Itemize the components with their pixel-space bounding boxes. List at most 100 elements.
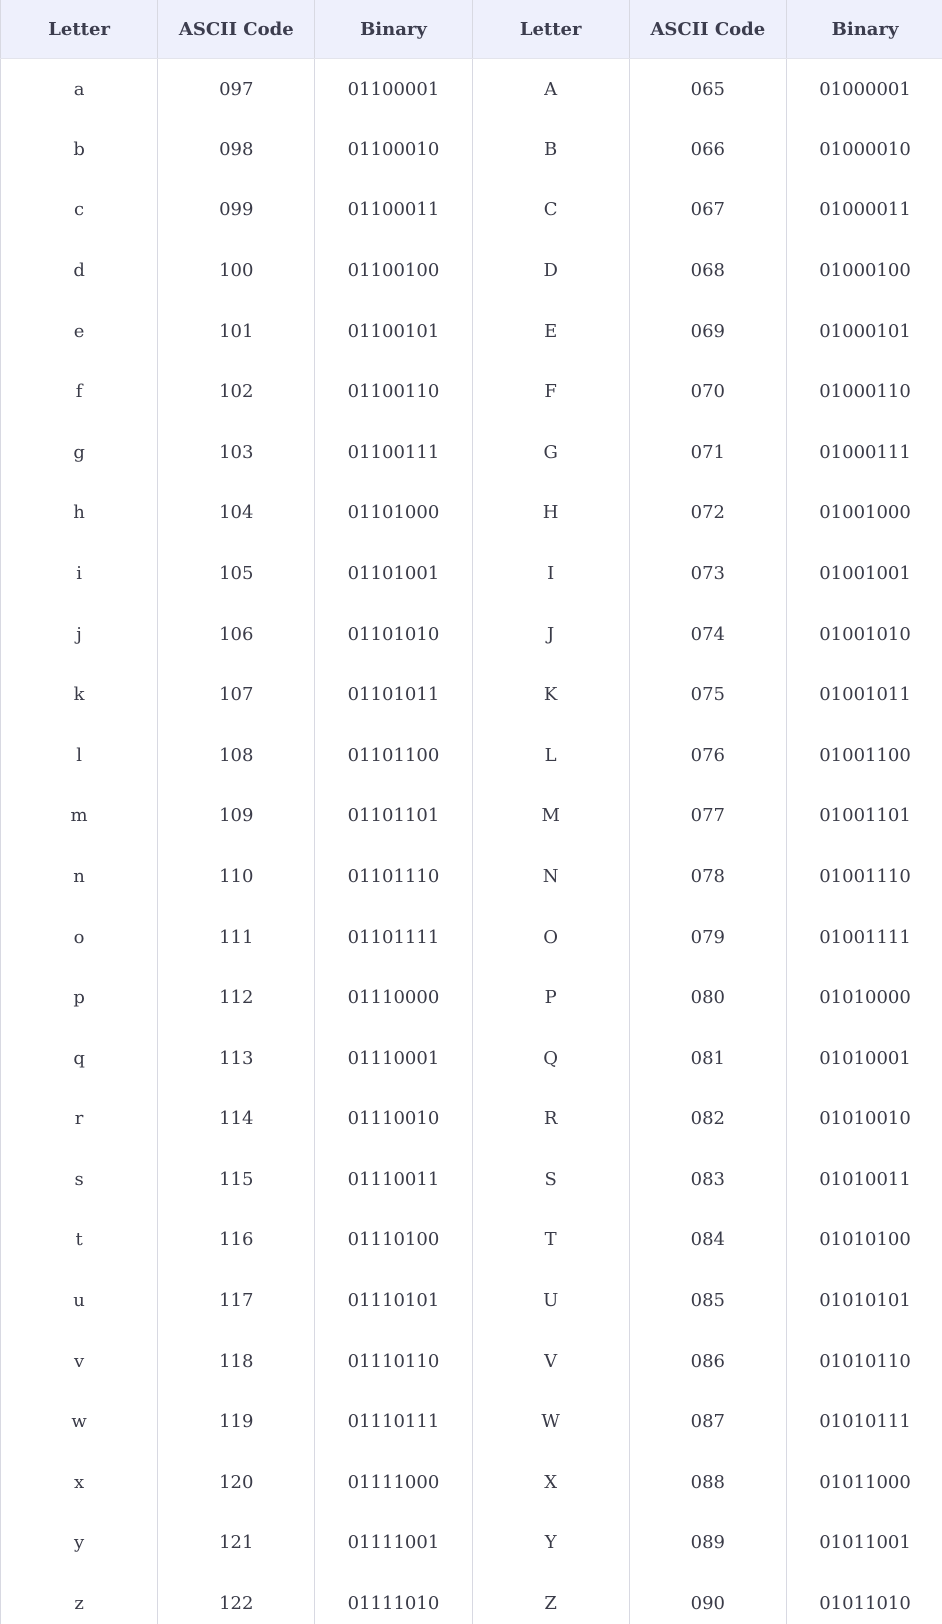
cell-letter-uppercase: S	[471, 1149, 630, 1210]
cell-letter-lowercase: f	[0, 361, 159, 422]
cell-binary-uppercase: 01010110	[785, 1330, 942, 1392]
cell-ascii-code-lowercase: 098	[157, 119, 316, 180]
cell-binary-uppercase: 01001000	[785, 482, 942, 544]
cell-letter-lowercase: s	[0, 1149, 159, 1210]
cell-letter-lowercase: j	[0, 603, 159, 665]
cell-binary-lowercase: 01100110	[314, 361, 473, 422]
header-letter-lowercase: Letter	[0, 0, 159, 59]
cell-ascii-code-uppercase: 076	[628, 724, 787, 786]
cell-binary-lowercase: 01100011	[314, 179, 473, 241]
cell-ascii-code-lowercase: 115	[157, 1149, 316, 1210]
cell-letter-lowercase: w	[0, 1391, 159, 1453]
cell-letter-lowercase: i	[0, 543, 159, 604]
table-row: f 102 01100110 F 070 01000110	[0, 361, 942, 422]
cell-binary-uppercase: 01000101	[785, 300, 942, 362]
cell-binary-uppercase: 01010101	[785, 1270, 942, 1331]
cell-letter-uppercase: C	[471, 179, 630, 241]
table-row: x 120 01111000 X 088 01011000	[0, 1452, 942, 1513]
cell-letter-lowercase: p	[0, 967, 159, 1028]
cell-ascii-code-lowercase: 121	[157, 1512, 316, 1574]
cell-binary-lowercase: 01111010	[314, 1573, 473, 1624]
cell-binary-uppercase: 01001010	[785, 603, 942, 665]
table-row: i 105 01101001 I 073 01001001	[0, 543, 942, 604]
table-row: t 116 01110100 T 084 01010100	[0, 1209, 942, 1271]
cell-letter-lowercase: r	[0, 1088, 159, 1150]
cell-letter-lowercase: o	[0, 906, 159, 968]
cell-binary-lowercase: 01101100	[314, 724, 473, 786]
cell-binary-lowercase: 01110100	[314, 1209, 473, 1271]
cell-letter-uppercase: F	[471, 361, 630, 422]
cell-binary-uppercase: 01000001	[785, 58, 942, 119]
cell-ascii-code-lowercase: 114	[157, 1088, 316, 1150]
cell-ascii-code-lowercase: 119	[157, 1391, 316, 1453]
cell-binary-uppercase: 01011000	[785, 1452, 942, 1513]
cell-ascii-code-uppercase: 068	[628, 240, 787, 301]
cell-ascii-code-lowercase: 106	[157, 603, 316, 665]
cell-ascii-code-uppercase: 072	[628, 482, 787, 544]
table-row: y 121 01111001 Y 089 01011001	[0, 1512, 942, 1574]
table-row: a 097 01100001 A 065 01000001	[0, 58, 942, 119]
cell-letter-uppercase: D	[471, 240, 630, 301]
cell-letter-uppercase: Y	[471, 1512, 630, 1574]
table-row: m 109 01101101 M 077 01001101	[0, 785, 942, 847]
cell-binary-lowercase: 01110010	[314, 1088, 473, 1150]
cell-letter-uppercase: G	[471, 421, 630, 483]
cell-binary-lowercase: 01101101	[314, 785, 473, 847]
table-row: u 117 01110101 U 085 01010101	[0, 1270, 942, 1331]
cell-letter-lowercase: c	[0, 179, 159, 241]
cell-letter-lowercase: t	[0, 1209, 159, 1271]
cell-ascii-code-lowercase: 099	[157, 179, 316, 241]
cell-letter-uppercase: V	[471, 1330, 630, 1392]
cell-letter-uppercase: O	[471, 906, 630, 968]
cell-binary-uppercase: 01001111	[785, 906, 942, 968]
cell-binary-lowercase: 01100001	[314, 58, 473, 119]
table-header: Letter ASCII Code Binary Letter ASCII Co…	[0, 0, 942, 59]
cell-ascii-code-lowercase: 120	[157, 1452, 316, 1513]
cell-binary-uppercase: 01001001	[785, 543, 942, 604]
cell-letter-uppercase: E	[471, 300, 630, 362]
cell-ascii-code-lowercase: 111	[157, 906, 316, 968]
cell-binary-lowercase: 01110000	[314, 967, 473, 1028]
cell-ascii-code-uppercase: 075	[628, 664, 787, 725]
table-row: q 113 01110001 Q 081 01010001	[0, 1027, 942, 1089]
cell-letter-uppercase: R	[471, 1088, 630, 1150]
cell-letter-lowercase: u	[0, 1270, 159, 1331]
cell-binary-uppercase: 01010100	[785, 1209, 942, 1271]
cell-ascii-code-uppercase: 085	[628, 1270, 787, 1331]
cell-ascii-code-uppercase: 069	[628, 300, 787, 362]
cell-ascii-code-uppercase: 078	[628, 846, 787, 907]
table-row: v 118 01110110 V 086 01010110	[0, 1330, 942, 1392]
cell-binary-uppercase: 01010111	[785, 1391, 942, 1453]
cell-ascii-code-uppercase: 082	[628, 1088, 787, 1150]
cell-ascii-code-uppercase: 083	[628, 1149, 787, 1210]
cell-binary-uppercase: 01010010	[785, 1088, 942, 1150]
cell-ascii-code-uppercase: 087	[628, 1391, 787, 1453]
cell-letter-uppercase: A	[471, 58, 630, 119]
cell-letter-uppercase: K	[471, 664, 630, 725]
cell-letter-uppercase: I	[471, 543, 630, 604]
cell-binary-lowercase: 01101111	[314, 906, 473, 968]
cell-ascii-code-lowercase: 117	[157, 1270, 316, 1331]
cell-ascii-code-lowercase: 116	[157, 1209, 316, 1271]
cell-ascii-code-lowercase: 107	[157, 664, 316, 725]
table-row: w 119 01110111 W 087 01010111	[0, 1391, 942, 1453]
cell-ascii-code-uppercase: 067	[628, 179, 787, 241]
table-body: a 097 01100001 A 065 01000001 b 098 01100010 B 066…	[0, 58, 942, 1624]
cell-ascii-code-uppercase: 079	[628, 906, 787, 968]
cell-ascii-code-lowercase: 109	[157, 785, 316, 847]
table-row: b 098 01100010 B 066 01000010	[0, 119, 942, 180]
cell-ascii-code-uppercase: 080	[628, 967, 787, 1028]
cell-binary-lowercase: 01110110	[314, 1330, 473, 1392]
cell-binary-lowercase: 01111001	[314, 1512, 473, 1574]
table-row: h 104 01101000 H 072 01001000	[0, 482, 942, 544]
table-row: l 108 01101100 L 076 01001100	[0, 724, 942, 786]
cell-ascii-code-lowercase: 122	[157, 1573, 316, 1624]
cell-ascii-code-lowercase: 102	[157, 361, 316, 422]
cell-letter-lowercase: q	[0, 1027, 159, 1089]
cell-binary-lowercase: 01100100	[314, 240, 473, 301]
table-row: d 100 01100100 D 068 01000100	[0, 240, 942, 301]
cell-ascii-code-lowercase: 101	[157, 300, 316, 362]
table-row: o 111 01101111 O 079 01001111	[0, 906, 942, 968]
header-binary-lowercase: Binary	[314, 0, 473, 59]
